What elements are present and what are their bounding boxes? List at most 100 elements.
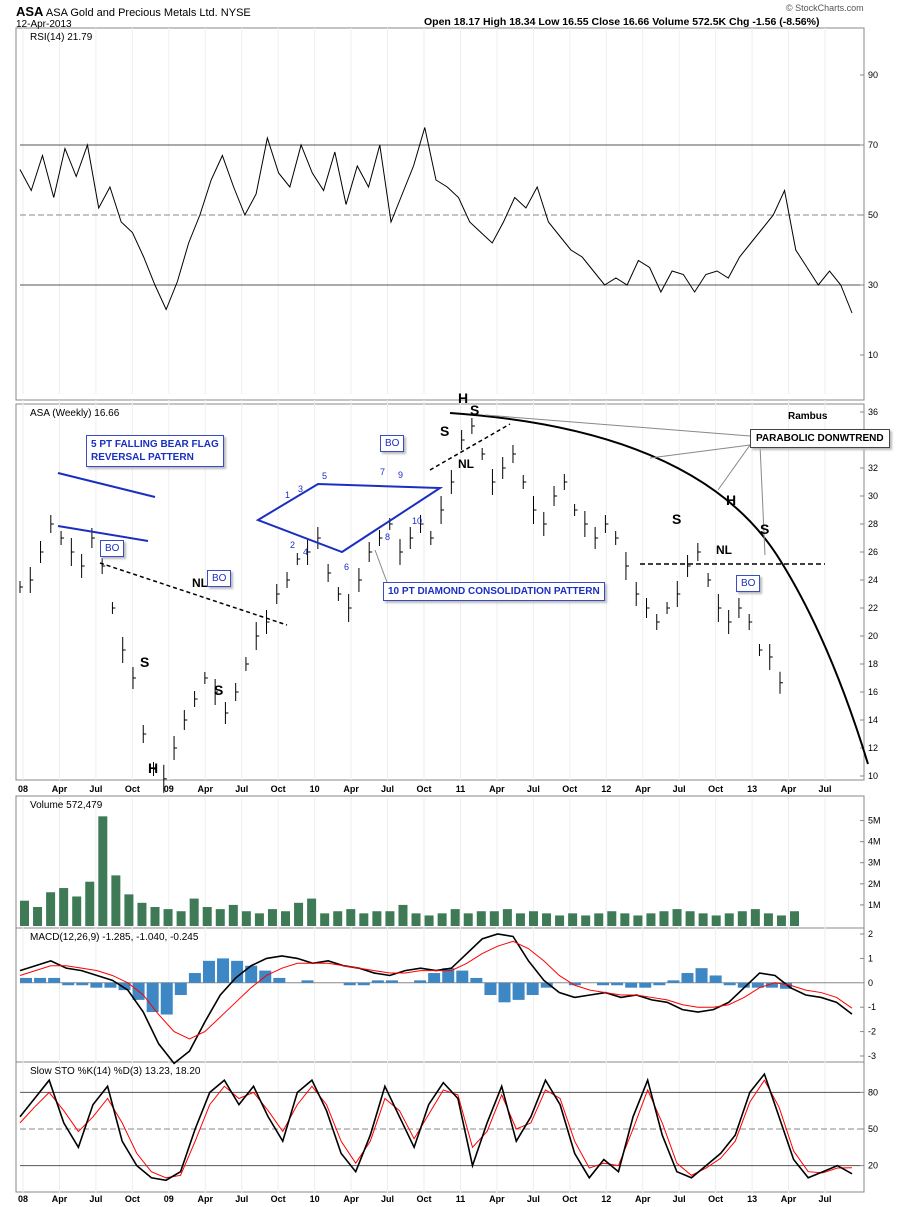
diamond-point-number: 4 [303, 547, 308, 557]
volume-bar [333, 911, 343, 926]
neckline-2008 [99, 562, 288, 626]
macd-histogram-bar [202, 960, 215, 983]
macd-y-label: 0 [868, 978, 873, 988]
x-tick-label-top: Apr [52, 784, 68, 794]
x-tick-label-top: Jul [89, 784, 102, 794]
macd-histogram-bar [62, 982, 75, 986]
volume-y-label: 2M [868, 879, 881, 889]
macd-histogram-bar [160, 982, 173, 1015]
volume-panel [15, 795, 865, 929]
volume-bar [659, 911, 669, 926]
macd-title: MACD(12,26,9) -1.285, -1.040, -0.245 [30, 932, 199, 943]
sto-y-label: 20 [868, 1161, 878, 1171]
price-y-label: 30 [868, 491, 878, 501]
volume-bar [267, 909, 277, 926]
price-y-label: 16 [868, 687, 878, 697]
price-y-label: 28 [868, 519, 878, 529]
pattern-letter: H [458, 390, 468, 406]
diamond-point-number: 3 [298, 484, 303, 494]
pattern-letter: S [672, 511, 681, 527]
x-tick-label-bottom: Apr [635, 1194, 651, 1204]
x-tick-label-bottom: Apr [489, 1194, 505, 1204]
x-tick-label-bottom: Jul [89, 1194, 102, 1204]
diamond-annotation: 10 PT DIAMOND CONSOLIDATION PATTERN [383, 582, 605, 601]
x-tick-label-top: Jul [235, 784, 248, 794]
volume-bar [646, 913, 656, 926]
company-name: ASA Gold and Precious Metals Ltd. [45, 7, 218, 19]
macd-histogram-bar [217, 958, 230, 983]
volume-bar [685, 911, 695, 926]
x-tick-label-top: 13 [747, 784, 757, 794]
volume-bar [202, 907, 212, 926]
x-tick-label-bottom: Jul [527, 1194, 540, 1204]
volume-bar [320, 913, 330, 926]
x-tick-label-top: Jul [381, 784, 394, 794]
macd-histogram-bar [639, 982, 652, 988]
macd-histogram-bar [442, 968, 455, 983]
diamond-point-number: 2 [290, 540, 295, 550]
volume-bar [763, 913, 773, 926]
x-tick-label-bottom: 09 [164, 1194, 174, 1204]
macd-histogram-bar [174, 982, 187, 995]
volume-y-label: 5M [868, 816, 881, 826]
macd-histogram-bar [653, 982, 666, 986]
x-tick-label-top: Jul [527, 784, 540, 794]
macd-histogram-bar [371, 980, 384, 983]
macd-histogram-bar [245, 965, 258, 983]
macd-histogram-bar [709, 975, 722, 983]
x-tick-label-top: Oct [271, 784, 286, 794]
macd-histogram-bar [681, 973, 694, 983]
macd-histogram-bar [146, 982, 159, 1013]
x-tick-label-bottom: 11 [456, 1194, 466, 1204]
macd-histogram-bar [456, 970, 469, 983]
sto-d-line [19, 1079, 853, 1179]
volume-bar [72, 896, 82, 926]
volume-bar [359, 913, 369, 926]
volume-bar [124, 894, 134, 926]
pattern-letter: S [214, 682, 223, 698]
price-y-label: 24 [868, 575, 878, 585]
x-tick-label-bottom: Jul [818, 1194, 831, 1204]
x-tick-label-top: 09 [164, 784, 174, 794]
x-tick-label-top: 10 [310, 784, 320, 794]
volume-bar [515, 913, 525, 926]
macd-y-label: -3 [868, 1051, 876, 1061]
pattern-letter: H [148, 760, 158, 776]
volume-bar [750, 909, 760, 926]
volume-bar [189, 898, 199, 926]
macd-histogram-bar [667, 980, 680, 983]
macd-histogram-bar [118, 982, 131, 991]
volume-bar [33, 907, 43, 926]
x-tick-label-bottom: 10 [310, 1194, 320, 1204]
x-tick-label-top: 12 [601, 784, 611, 794]
volume-bar [633, 915, 643, 926]
x-tick-label-top: Apr [489, 784, 505, 794]
macd-histogram-bar [765, 982, 778, 988]
volume-bar [698, 913, 708, 926]
parabolic-downtrend-curve [449, 412, 869, 765]
volume-bar [776, 915, 786, 926]
bear-flag-annotation: 5 PT FALLING BEAR FLAG REVERSAL PATTERN [86, 435, 224, 467]
volume-bar [581, 915, 591, 926]
volume-bar [711, 915, 721, 926]
symbol: ASA [16, 4, 44, 19]
macd-histogram-bar [34, 977, 47, 983]
macd-histogram-bar [526, 982, 539, 995]
macd-histogram-bar [301, 980, 314, 983]
macd-histogram-bar [104, 982, 117, 988]
price-title: ASA (Weekly) 16.66 [30, 408, 120, 419]
volume-bar [254, 913, 264, 926]
x-tick-label-bottom: Apr [198, 1194, 214, 1204]
macd-histogram-bar [20, 977, 32, 983]
macd-histogram-bar [357, 982, 370, 986]
x-tick-label-bottom: Jul [381, 1194, 394, 1204]
macd-histogram-bar [597, 982, 610, 986]
volume-bar [476, 911, 486, 926]
rsi-y-label: 70 [868, 140, 878, 150]
exchange: NYSE [220, 7, 251, 19]
x-tick-label-top: Apr [635, 784, 651, 794]
x-tick-label-top: Oct [416, 784, 431, 794]
x-tick-label-top: 11 [456, 784, 466, 794]
x-tick-label-bottom: 12 [601, 1194, 611, 1204]
volume-bar [20, 900, 29, 926]
